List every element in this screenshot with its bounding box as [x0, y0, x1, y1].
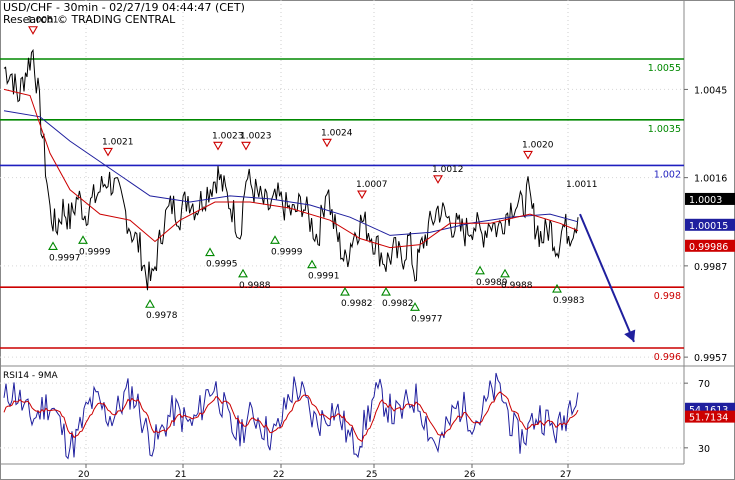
pivot-low-label: 0.9978	[146, 311, 178, 321]
rsi-ma-series	[3, 391, 579, 443]
pivot-low-marker	[145, 299, 155, 308]
pivot-high-label: 1.0021	[102, 137, 134, 147]
x-tick-label: 27	[560, 470, 571, 480]
rsi-ma-value-label: 51.7134	[689, 413, 728, 424]
y-tick-label: 1.0016	[694, 174, 727, 185]
y-tick-label: 0.9957	[694, 353, 727, 364]
pivot-high-label: 1.0020	[522, 140, 554, 150]
pivot-high-label: 1.0023	[212, 131, 244, 141]
level-label: 1.002	[654, 169, 681, 180]
pivot-low-label: 0.9999	[271, 247, 303, 257]
pivot-high-marker	[523, 150, 533, 160]
pivot-low-marker	[410, 302, 420, 311]
rsi-y-tick-label: 70	[698, 379, 710, 390]
pivot-low-marker	[307, 259, 317, 269]
pivot-high-marker	[322, 138, 332, 148]
x-tick-label: 21	[175, 470, 186, 480]
rsi-ma-value-label-box	[685, 410, 735, 423]
pivot-low-marker	[78, 235, 88, 244]
last-price-label: 1.0003	[689, 195, 722, 206]
rsi-series	[3, 372, 579, 460]
y-tick-label: 0.9987	[694, 262, 727, 273]
price-series	[3, 48, 579, 291]
pivot-low-marker	[270, 235, 280, 244]
ma-fast-series	[3, 88, 579, 249]
x-tick-label: 25	[366, 470, 377, 480]
pivot-low-label: 0.9977	[411, 314, 443, 324]
pivot-high-marker	[433, 175, 443, 184]
x-tick-label: 20	[78, 470, 90, 480]
y-tick-label: 1.0045	[694, 85, 727, 96]
rsi-value-label: 54.1613	[689, 405, 728, 416]
pivot-low-label: 0.9988	[501, 281, 533, 291]
chart-title: USD/CHF - 30min - 02/27/19 04:44:47 (CET…	[3, 1, 245, 14]
level-label: 1.0055	[648, 63, 681, 74]
pivot-high-label: 1.0007	[356, 180, 388, 190]
pivot-label: 1.0011	[566, 180, 598, 190]
pivot-high-marker	[103, 147, 113, 157]
pivot-low-label: 0.9982	[341, 299, 373, 309]
ma-slow-series	[3, 110, 579, 236]
pivot-high-label: 1.0012	[432, 165, 464, 175]
pivot-low-marker	[381, 286, 391, 296]
pivot-high-marker	[357, 190, 367, 200]
last-price-label-box	[685, 192, 735, 205]
pivot-high-marker	[28, 26, 38, 35]
pivot-low-marker	[475, 265, 485, 275]
pivot-low-label: 0.9991	[308, 272, 340, 282]
pivot-low-marker	[340, 286, 350, 296]
pivot-low-label: 0.9997	[49, 253, 81, 263]
ma-slow-value-label-box	[685, 218, 735, 231]
pivot-low-label: 0.9983	[553, 296, 585, 306]
projection-arrow-line	[579, 213, 635, 343]
ma-fast-value-label: 0.99986	[689, 242, 728, 253]
pivot-low-label: 0.9988	[239, 281, 271, 291]
x-tick-label: 26	[464, 470, 476, 480]
pivot-high-label: 1.0024	[321, 128, 353, 138]
pivot-low-label: 0.9995	[206, 260, 238, 270]
pivot-low-marker	[500, 268, 510, 278]
pivot-low-marker	[205, 247, 215, 257]
ma-slow-value-label: 1.00015	[689, 221, 728, 232]
x-tick-label: 22	[273, 470, 284, 480]
chart-source: Research © TRADING CENTRAL	[3, 13, 176, 26]
pivot-low-marker	[48, 241, 58, 250]
pivot-low-label: 0.9982	[382, 299, 414, 309]
level-label: 1.0035	[648, 124, 681, 135]
level-label: 0.998	[654, 291, 681, 302]
pivot-low-label: 0.9999	[79, 247, 111, 257]
pivot-high-label: 1.0061	[27, 16, 59, 26]
rsi-title: RSI14 - 9MA	[3, 371, 59, 381]
pivot-low-marker	[238, 268, 248, 278]
projection-arrow-head	[624, 329, 636, 342]
pivot-high-marker	[241, 141, 251, 151]
pivot-low-label: 0.9989	[476, 278, 508, 288]
pivot-high-marker	[213, 141, 223, 151]
ma-fast-value-label-box	[685, 239, 735, 252]
rsi-y-tick-label: 30	[698, 444, 710, 455]
pivot-high-label: 1.0023	[240, 131, 272, 141]
pivot-low-marker	[552, 283, 562, 293]
level-label: 0.996	[654, 352, 681, 363]
